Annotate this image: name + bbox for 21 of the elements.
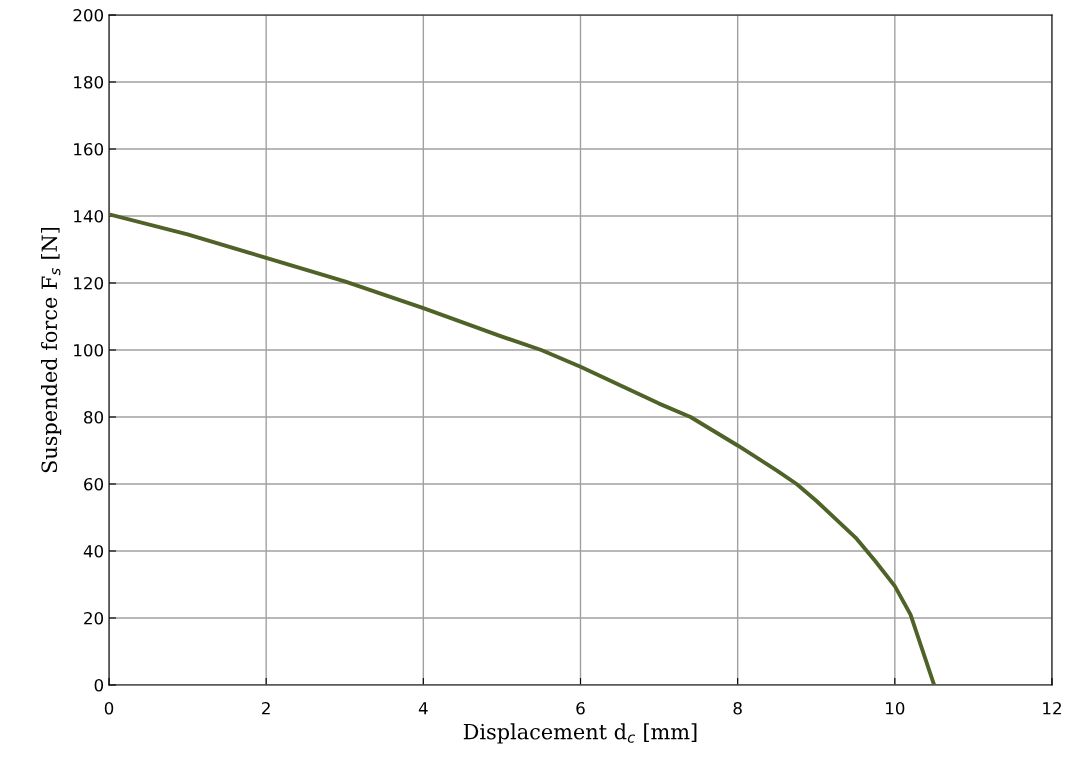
x-tick-label: 8: [733, 701, 742, 715]
y-tick-label: 160: [74, 142, 104, 156]
y-tick-label: 140: [74, 209, 104, 223]
x-tick-label: 12: [1043, 701, 1061, 715]
x-tick-label: 4: [418, 702, 428, 715]
y-tick-label: 200: [73, 8, 104, 22]
x-tick-label: 2: [262, 701, 270, 715]
y-tick-label: 40: [83, 544, 104, 558]
y-tick-label: 60: [84, 477, 104, 491]
line-series: [109, 212, 937, 685]
y-tick-label: 120: [74, 276, 104, 290]
x-tick-label: 0: [104, 701, 114, 715]
y-axis-title: Suspended force F$_{s}$ [N]: [41, 227, 62, 473]
y-tick-label: 100: [74, 343, 104, 357]
y-tick-label: 20: [84, 611, 104, 625]
x-axis-title: Displacement d$_{c}$ [mm]: [463, 723, 697, 744]
y-tick-label: 0: [94, 678, 104, 692]
x-tick-label: 10: [886, 701, 905, 715]
y-tick-label: 80: [84, 410, 104, 424]
y-tick-label: 180: [74, 75, 104, 89]
x-tick-label: 6: [576, 701, 585, 715]
